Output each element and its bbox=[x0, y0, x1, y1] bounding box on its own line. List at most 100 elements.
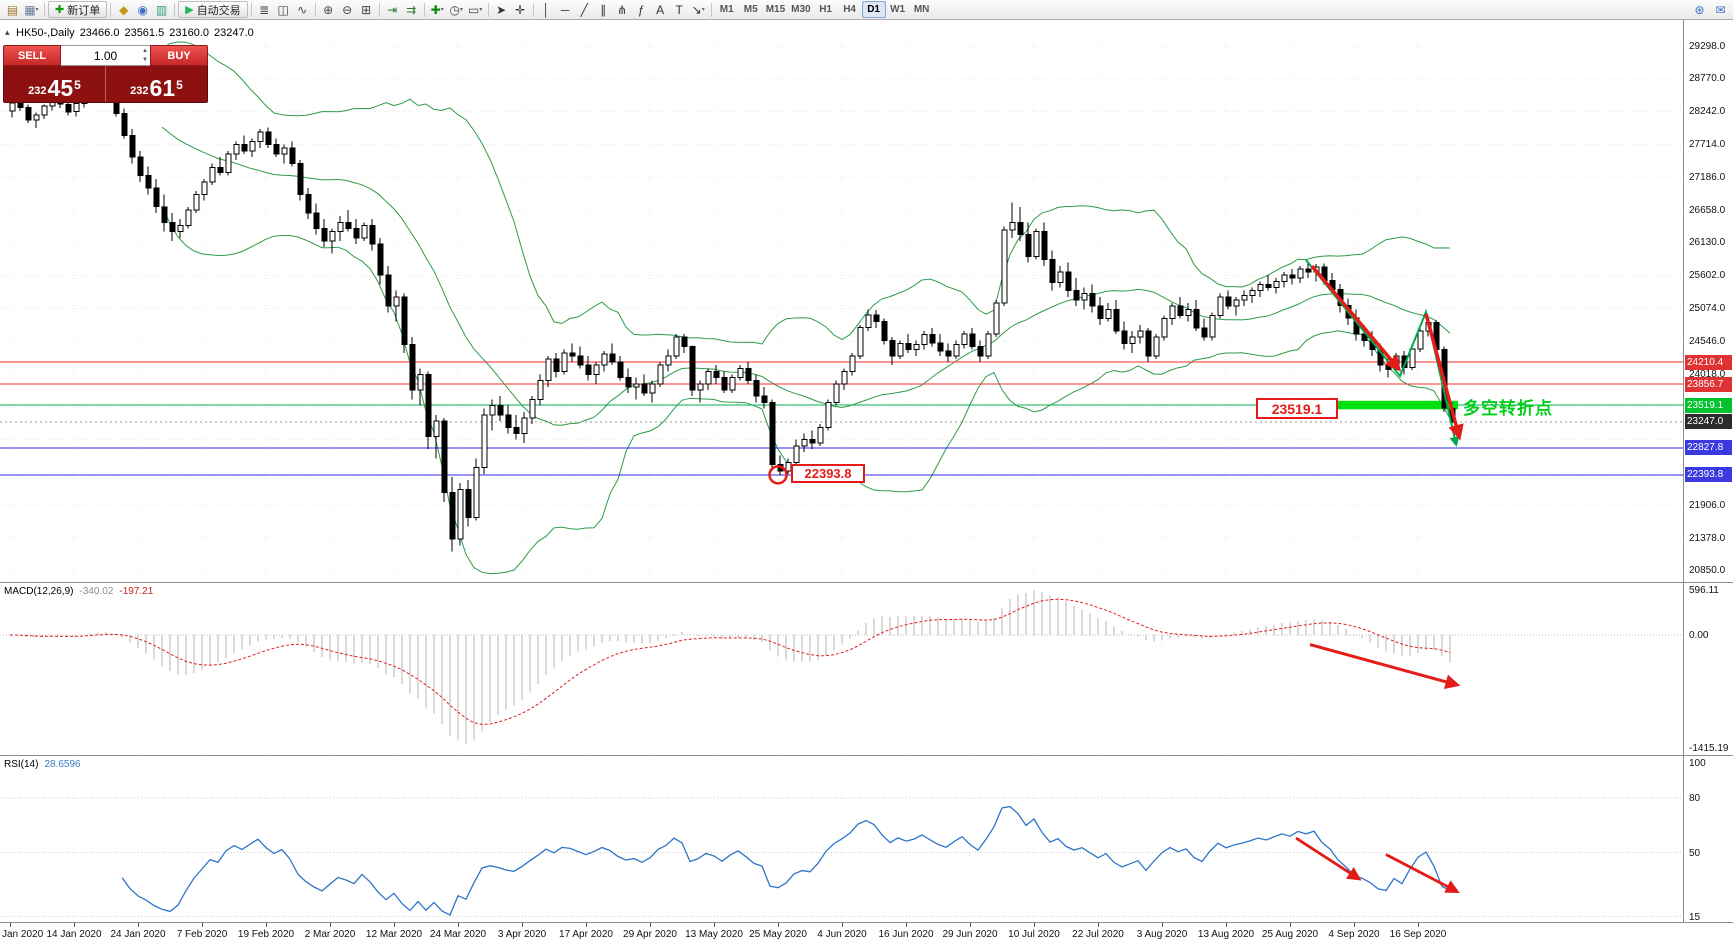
pitchfork-icon[interactable]: ⋔ bbox=[617, 2, 628, 17]
rsi-axis-label: 50 bbox=[1689, 847, 1701, 859]
timeframe-H1[interactable]: H1 bbox=[819, 4, 832, 15]
macd-panel[interactable]: MACD(12,26,9) -340.02 -197.21 bbox=[0, 583, 1683, 755]
symbol-period-label: HK50-,Daily bbox=[16, 27, 75, 39]
toolbar-separator bbox=[710, 2, 712, 17]
panel-separator[interactable] bbox=[0, 755, 1733, 756]
volume-value: 1.00 bbox=[93, 48, 118, 63]
timeframe-M30[interactable]: M30 bbox=[791, 4, 811, 15]
date-label: 3 Apr 2020 bbox=[497, 929, 547, 940]
turning-point-label[interactable]: 多空转折点 bbox=[1463, 399, 1553, 418]
search-icon[interactable]: ⊛ bbox=[1694, 2, 1705, 17]
time-tick bbox=[1290, 923, 1291, 927]
candles-icon[interactable]: ◫ bbox=[277, 2, 289, 17]
pivot-price-label[interactable]: 23519.1 bbox=[1256, 398, 1338, 419]
time-tick bbox=[138, 923, 139, 927]
trend-annotations[interactable] bbox=[768, 259, 1464, 485]
toolbar-separator bbox=[378, 2, 380, 17]
macd-axis-label: 596.11 bbox=[1689, 585, 1719, 596]
data-window-icon[interactable]: ◉ bbox=[137, 2, 148, 17]
line-chart-icon[interactable]: ∿ bbox=[297, 2, 308, 17]
time-axis[interactable]: Jan 2020 14 Jan 2020 24 Jan 2020 7 Feb 2020… bbox=[0, 923, 1733, 944]
vline-icon[interactable]: │ bbox=[542, 2, 550, 17]
turning-point-bar[interactable] bbox=[1327, 400, 1458, 410]
periods-icon[interactable]: ◷ ▾ bbox=[449, 2, 463, 17]
rsi-value: 28.6596 bbox=[44, 759, 81, 770]
macd-axis-label: -1415.19 bbox=[1689, 743, 1729, 755]
price-chart-panel[interactable]: ▴ HK50-,Daily 23466.0 23561.5 23160.0 23247.… bbox=[0, 20, 1683, 582]
macd-axis-label: 0.00 bbox=[1689, 630, 1709, 641]
zoom-in-icon[interactable]: ⊕ bbox=[323, 2, 334, 17]
date-label: 13 Aug 2020 bbox=[1197, 929, 1255, 940]
price-axis[interactable]: 29298.0 28770.0 28242.0 27714.0 27186.0 26658… bbox=[1683, 20, 1733, 923]
time-tick bbox=[74, 923, 75, 927]
auto-trading-button[interactable]: ▶ 自动交易 bbox=[178, 1, 248, 18]
hline-icon[interactable]: ─ bbox=[560, 2, 570, 17]
date-label: Jan 2020 bbox=[2, 929, 44, 940]
indicators-icon[interactable]: ✚ ▾ bbox=[430, 2, 444, 17]
date-label: 29 Jun 2020 bbox=[942, 929, 998, 940]
panel-separator[interactable] bbox=[0, 582, 1733, 583]
trendline-icon[interactable]: ╱ bbox=[580, 2, 588, 17]
rsi-red-arrow-2[interactable] bbox=[1385, 853, 1460, 893]
toolbar-separator bbox=[532, 2, 534, 17]
buy-price[interactable]: 232 61 5 bbox=[130, 75, 183, 101]
buy-button[interactable]: BUY bbox=[150, 45, 208, 66]
one-click-trade-panel: SELL 1.00 ▲ ▼ BUY 232 45 5 232 61 5 bbox=[3, 45, 208, 103]
macd-histogram bbox=[17, 590, 1451, 744]
chart-shift-icon[interactable]: ⇉ bbox=[406, 2, 417, 17]
chat-icon[interactable]: ✉ bbox=[1715, 2, 1726, 17]
fibo-icon[interactable]: ƒ bbox=[637, 2, 645, 17]
date-label: 19 Feb 2020 bbox=[237, 929, 295, 940]
crosshair-icon[interactable]: ✛ bbox=[515, 2, 526, 17]
macd-grid bbox=[0, 583, 1683, 755]
timeframe-M15[interactable]: M15 bbox=[765, 4, 786, 15]
timeframe-W1[interactable]: W1 bbox=[890, 4, 906, 15]
market-watch-icon[interactable]: ◆ bbox=[119, 2, 129, 17]
auto-scroll-icon[interactable]: ⇥ bbox=[387, 2, 398, 17]
toolbar: ▤ ▦ ▾ ✚ 新订单 ◆ ◉ ▥ ▶ 自动交易 ≣ ◫ ∿ ⊕ ⊖ ⊞ ⇥ ⇉ ✚ ▾ ◷ ▾ ▭ ▾ ➤ ✛ │ ─ ╱ ∥ ⋔ ƒ A T ↘… bbox=[0, 0, 1733, 20]
profiles-icon[interactable]: ▦ ▾ bbox=[24, 2, 39, 17]
timeframe-MN[interactable]: MN bbox=[913, 4, 930, 15]
zoom-out-icon[interactable]: ⊖ bbox=[342, 2, 353, 17]
strategy-tester-icon[interactable]: ▥ bbox=[156, 2, 168, 17]
rsi-svg bbox=[0, 756, 1683, 922]
new-chart-icon[interactable]: ▤ bbox=[6, 2, 19, 17]
chevron-down-icon: ▾ bbox=[701, 7, 705, 13]
macd-red-arrow[interactable] bbox=[1309, 643, 1461, 690]
sell-button[interactable]: SELL bbox=[3, 45, 61, 66]
new-order-button[interactable]: ✚ 新订单 bbox=[48, 1, 108, 18]
timeframe-H4[interactable]: H4 bbox=[843, 4, 856, 15]
time-tick bbox=[842, 923, 843, 927]
toolbar-separator bbox=[250, 2, 252, 17]
rsi-red-arrow-1[interactable] bbox=[1295, 836, 1362, 881]
text-icon[interactable]: A bbox=[656, 2, 665, 17]
low-price-label[interactable]: 22393.8 bbox=[791, 464, 865, 483]
timeframe-D1[interactable]: D1 bbox=[861, 1, 886, 18]
timeframe-M5[interactable]: M5 bbox=[743, 4, 758, 15]
date-label: 12 Mar 2020 bbox=[365, 929, 423, 940]
cursor-icon[interactable]: ➤ bbox=[496, 2, 507, 17]
one-click-collapse-button[interactable]: ▴ bbox=[5, 27, 10, 37]
low-circle-marker bbox=[768, 465, 788, 485]
date-label: 7 Feb 2020 bbox=[176, 929, 228, 940]
rsi-panel[interactable]: RSI(14) 28.6596 bbox=[0, 756, 1683, 922]
volume-input[interactable]: 1.00 ▲ ▼ bbox=[61, 45, 150, 66]
price-axis-label: 28770.0 bbox=[1689, 73, 1726, 85]
timeframe-M1[interactable]: M1 bbox=[719, 4, 734, 15]
red-down-arrow-2 bbox=[1424, 313, 1464, 441]
macd-signal-line bbox=[9, 598, 1451, 725]
red-down-arrow-1 bbox=[1310, 264, 1402, 372]
channel-icon[interactable]: ∥ bbox=[600, 2, 607, 17]
sell-price[interactable]: 232 45 5 bbox=[4, 66, 106, 102]
tile-windows-icon[interactable]: ⊞ bbox=[361, 2, 372, 17]
price-axis-label: 25602.0 bbox=[1689, 270, 1726, 282]
label-icon[interactable]: T bbox=[675, 2, 683, 17]
toolbar-separator bbox=[423, 2, 425, 17]
time-tick bbox=[970, 923, 971, 927]
templates-icon[interactable]: ▭ ▾ bbox=[468, 2, 483, 17]
shapes-icon[interactable]: ↘ ▾ bbox=[691, 2, 705, 17]
bars-icon[interactable]: ≣ bbox=[259, 2, 270, 17]
bollinger-bands bbox=[161, 41, 1451, 575]
price-chart-svg bbox=[0, 20, 1683, 582]
volume-spinner[interactable]: ▲ ▼ bbox=[142, 48, 148, 63]
